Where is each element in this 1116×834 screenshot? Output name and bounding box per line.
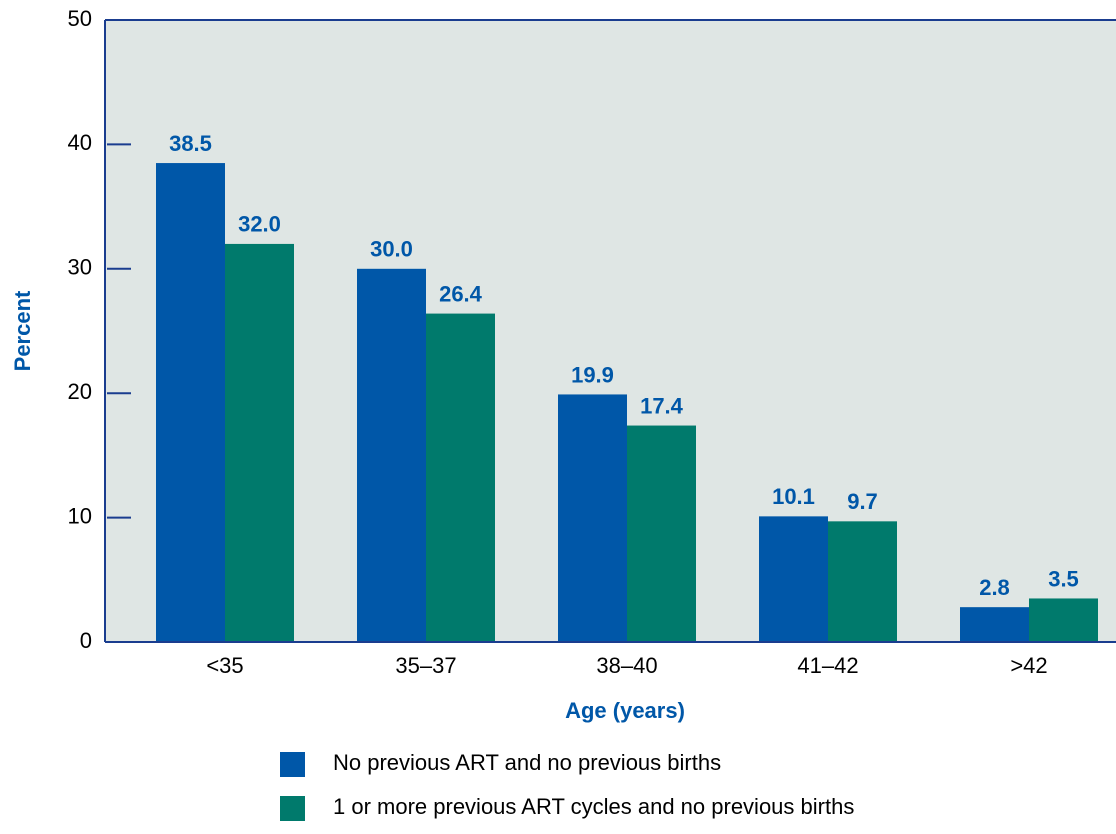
- x-tick-label: 41–42: [797, 653, 858, 678]
- y-tick-label: 40: [68, 130, 92, 155]
- value-label: 10.1: [772, 484, 815, 509]
- bar: [156, 163, 225, 642]
- x-tick-label: 38–40: [596, 653, 657, 678]
- value-label: 3.5: [1048, 566, 1079, 591]
- bar: [960, 607, 1029, 642]
- x-axis-label: Age (years): [565, 698, 685, 723]
- value-label: 17.4: [640, 393, 684, 418]
- y-tick-label: 0: [80, 628, 92, 653]
- y-tick-label: 30: [68, 255, 92, 280]
- bar: [828, 521, 897, 642]
- y-axis-label: Percent: [10, 290, 35, 371]
- bar: [225, 243, 294, 643]
- value-label: 9.7: [847, 489, 878, 514]
- y-tick-label: 10: [68, 503, 92, 528]
- x-tick-label: 35–37: [395, 653, 456, 678]
- legend-label: 1 or more previous ART cycles and no pre…: [333, 794, 854, 819]
- y-tick-label: 20: [68, 379, 92, 404]
- bar: [627, 425, 696, 642]
- bar: [426, 313, 495, 642]
- y-tick-label: 50: [68, 6, 92, 31]
- value-label: 38.5: [169, 131, 212, 156]
- legend-swatch: [280, 752, 305, 777]
- value-label: 26.4: [439, 281, 483, 306]
- x-tick-label: >42: [1010, 653, 1047, 678]
- value-label: 19.9: [571, 362, 614, 387]
- bar: [759, 516, 828, 642]
- value-label: 32.0: [238, 212, 281, 237]
- value-label: 30.0: [370, 237, 413, 262]
- value-label: 2.8: [979, 575, 1010, 600]
- legend-swatch: [280, 796, 305, 821]
- legend-label: No previous ART and no previous births: [333, 750, 721, 775]
- bar: [357, 268, 426, 642]
- bar: [558, 394, 627, 642]
- bar: [1029, 598, 1098, 642]
- x-tick-label: <35: [206, 653, 243, 678]
